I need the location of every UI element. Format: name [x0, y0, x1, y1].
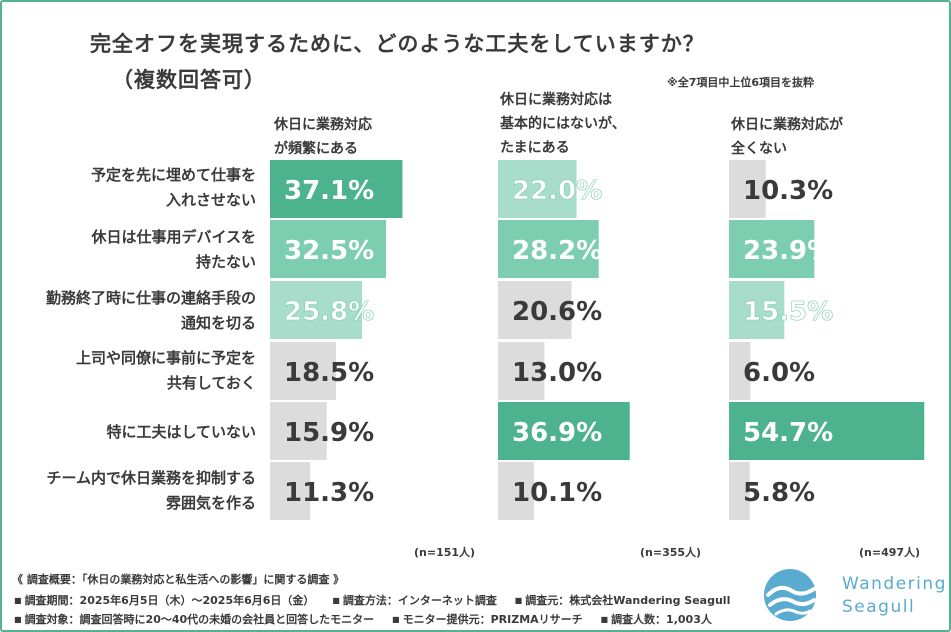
- bullet-icon: ■: [332, 596, 340, 605]
- footer-survey-period: 調査期間：2025年6月5日（木）～2025年6月6日（金）: [24, 594, 315, 607]
- bullet-icon: ■: [600, 615, 609, 624]
- bar-value-label-3-4: 6.0%: [743, 358, 815, 388]
- bar-value-label-3-6: 5.8%: [743, 478, 815, 508]
- column-header-1-line-2: が頻繁にある: [274, 141, 358, 157]
- row-label-2-line-1: 休日は仕事用デバイスを: [91, 228, 256, 246]
- bar-3-2: [729, 220, 815, 278]
- column-header-3-line-1: 休日に業務対応が: [731, 117, 843, 133]
- bar-chart: 37.1% 32.5% 25.8% 18.5% 15.9% 11.3% 22.0% 28.2%…: [270, 160, 925, 520]
- row-label-4: 上司や同僚に事前に予定を 共有しておく: [0, 346, 256, 396]
- bar-value-label-3-3: 15.5%: [743, 297, 833, 327]
- bar-value-label-1-4: 18.5%: [284, 358, 374, 388]
- bar-value-label-1-2: 32.5%: [284, 236, 374, 266]
- n-label-3: (n=497人): [859, 546, 921, 559]
- row-label-2: 休日は仕事用デバイスを 持たない: [0, 225, 256, 275]
- row-label-6-line-2: 雰囲気を作る: [165, 494, 256, 512]
- bullet-icon: ■: [514, 596, 523, 605]
- bullet-icon: ■: [14, 596, 22, 605]
- bar-3-6: [729, 462, 750, 520]
- column-header-3: 休日に業務対応が 全くない: [731, 113, 843, 161]
- row-label-6: チーム内で休日業務を抑制する 雰囲気を作る: [0, 466, 256, 516]
- bar-2-5: [498, 402, 630, 460]
- footer-survey-source: 調査元：株式会社Wandering Seagull: [525, 594, 731, 607]
- bar-value-label-1-1: 37.1%: [284, 176, 374, 206]
- wandering-seagull-logo-icon: [764, 569, 816, 621]
- column-header-2: 休日に業務対応は 基本的にはないが、 たまにある: [500, 88, 626, 160]
- bar-3-4: [729, 342, 751, 400]
- row-label-4-line-2: 共有しておく: [166, 374, 256, 392]
- row-label-3: 勤務終了時に仕事の連絡手段の 通知を切る: [0, 286, 256, 336]
- footer-monitor-provider: モニター提供元：PRIZMAリサーチ: [402, 613, 583, 626]
- row-label-6-line-1: チーム内で休日業務を抑制する: [46, 469, 256, 487]
- footer-survey-title: 《 調査概要：「休日の業務対応と私生活への影響」に関する調査 》: [12, 573, 345, 586]
- bar-value-label-2-5: 36.9%: [512, 418, 602, 448]
- chart-subtitle: （複数回答可）: [112, 68, 266, 92]
- row-label-5: 特に工夫はしていない: [0, 420, 256, 445]
- chart-note: ※全7項目中上位6項目を抜粋: [667, 76, 815, 89]
- logo-text-line-2: Seagull: [842, 597, 916, 617]
- bar-2-1: [498, 160, 577, 218]
- bar-3-3: [729, 281, 785, 339]
- bar-value-label-1-6: 11.3%: [284, 478, 374, 508]
- bar-1-4: [270, 342, 337, 400]
- row-label-2-line-2: 持たない: [195, 253, 256, 271]
- bar-2-2: [498, 220, 599, 278]
- bullet-icon: ■: [14, 615, 22, 624]
- chart-title: 完全オフを実現するために、どのような工夫をしていますか？: [90, 32, 705, 56]
- row-label-3-line-2: 通知を切る: [180, 314, 256, 332]
- row-label-1-line-2: 入れさせない: [165, 191, 256, 209]
- column-header-2-line-3: たまにある: [500, 140, 570, 156]
- bar-2-6: [498, 462, 535, 520]
- n-label-1: (n=151人): [414, 546, 476, 559]
- column-header-2-line-2: 基本的にはないが、: [500, 116, 626, 132]
- bar-1-6: [270, 462, 311, 520]
- column-header-3-line-2: 全くない: [731, 141, 787, 157]
- logo-text-line-1: Wandering: [842, 574, 947, 594]
- bar-1-1: [270, 160, 403, 218]
- n-label-2: (n=355人): [640, 546, 702, 559]
- bar-value-label-2-1: 22.0%: [512, 176, 602, 206]
- bar-value-label-2-2: 28.2%: [512, 236, 602, 266]
- footer-line-2: ■ 調査期間：2025年6月5日（木）～2025年6月6日（金） ■ 調査方法：イン…: [12, 592, 730, 608]
- bar-2-3: [498, 281, 572, 339]
- bar-2-4: [498, 342, 545, 400]
- row-label-1-line-1: 予定を先に埋めて仕事を: [90, 166, 256, 184]
- bar-3-5: [729, 402, 925, 460]
- bar-value-label-2-4: 13.0%: [512, 358, 602, 388]
- row-label-5-line-1: 特に工夫はしていない: [106, 423, 256, 441]
- bar-value-label-3-2: 23.9%: [743, 236, 833, 266]
- footer-survey-target: 調査対象：調査回答時に20～40代の未婚の会社員と回答したモニター: [24, 613, 375, 626]
- bar-3-1: [729, 160, 766, 218]
- column-header-2-line-1: 休日に業務対応は: [500, 92, 612, 108]
- bar-value-label-3-1: 10.3%: [743, 176, 833, 206]
- bullet-icon: ■: [392, 615, 400, 624]
- row-label-3-line-1: 勤務終了時に仕事の連絡手段の: [45, 289, 256, 307]
- column-header-1: 休日に業務対応 が頻繁にある: [274, 113, 372, 161]
- column-header-1-line-1: 休日に業務対応: [274, 117, 372, 133]
- bar-value-label-1-3: 25.8%: [284, 297, 374, 327]
- bar-value-label-2-3: 20.6%: [512, 297, 602, 327]
- row-label-4-line-1: 上司や同僚に事前に予定を: [75, 349, 256, 367]
- footer-sample-size: 調査人数：1,003人: [611, 613, 712, 626]
- footer-survey-method: 調査方法：インターネット調査: [342, 594, 497, 607]
- bar-value-label-1-5: 15.9%: [284, 418, 374, 448]
- bar-1-5: [270, 402, 327, 460]
- row-label-1: 予定を先に埋めて仕事を 入れさせない: [0, 163, 256, 213]
- bar-1-3: [270, 281, 363, 339]
- bar-1-2: [270, 220, 387, 278]
- bar-value-label-2-6: 10.1%: [512, 478, 602, 508]
- footer-line-3: ■ 調査対象：調査回答時に20～40代の未婚の会社員と回答したモニター ■ モニター…: [12, 611, 712, 627]
- bar-value-label-3-5: 54.7%: [743, 418, 833, 448]
